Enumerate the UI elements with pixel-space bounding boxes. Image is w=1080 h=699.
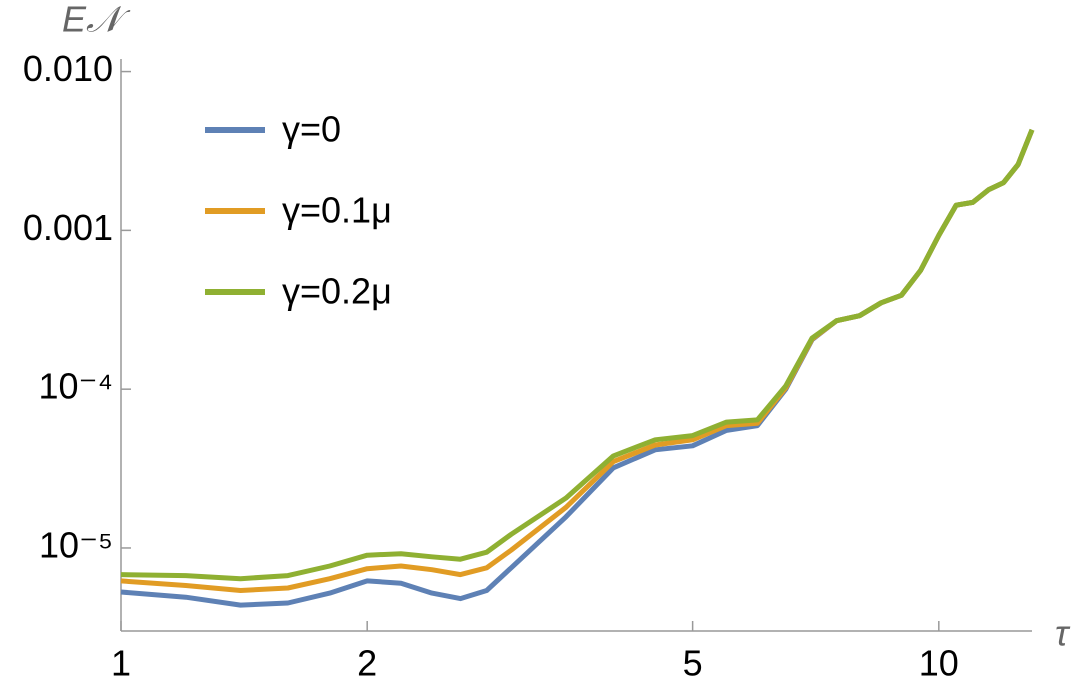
series-line bbox=[120, 128, 1035, 582]
y-tick-label: 0.001 bbox=[23, 207, 113, 248]
y-axis-label: E𝒩 bbox=[62, 0, 131, 40]
legend-label: γ=0.1μ bbox=[282, 190, 392, 231]
y-tick-label: 10⁻⁵ bbox=[39, 524, 113, 565]
series-line bbox=[120, 128, 1035, 608]
series-line bbox=[120, 128, 1035, 593]
x-tick-label: 1 bbox=[111, 643, 131, 684]
y-tick-label: 0.010 bbox=[23, 48, 113, 89]
y-tick-label: 10⁻⁴ bbox=[38, 366, 113, 407]
x-tick-label: 2 bbox=[357, 643, 377, 684]
legend-label: γ=0.2μ bbox=[282, 271, 392, 312]
legend-label: γ=0 bbox=[282, 109, 341, 150]
x-axis-label: τ bbox=[1055, 613, 1071, 654]
x-tick-label: 5 bbox=[683, 643, 703, 684]
x-tick-label: 10 bbox=[919, 643, 959, 684]
